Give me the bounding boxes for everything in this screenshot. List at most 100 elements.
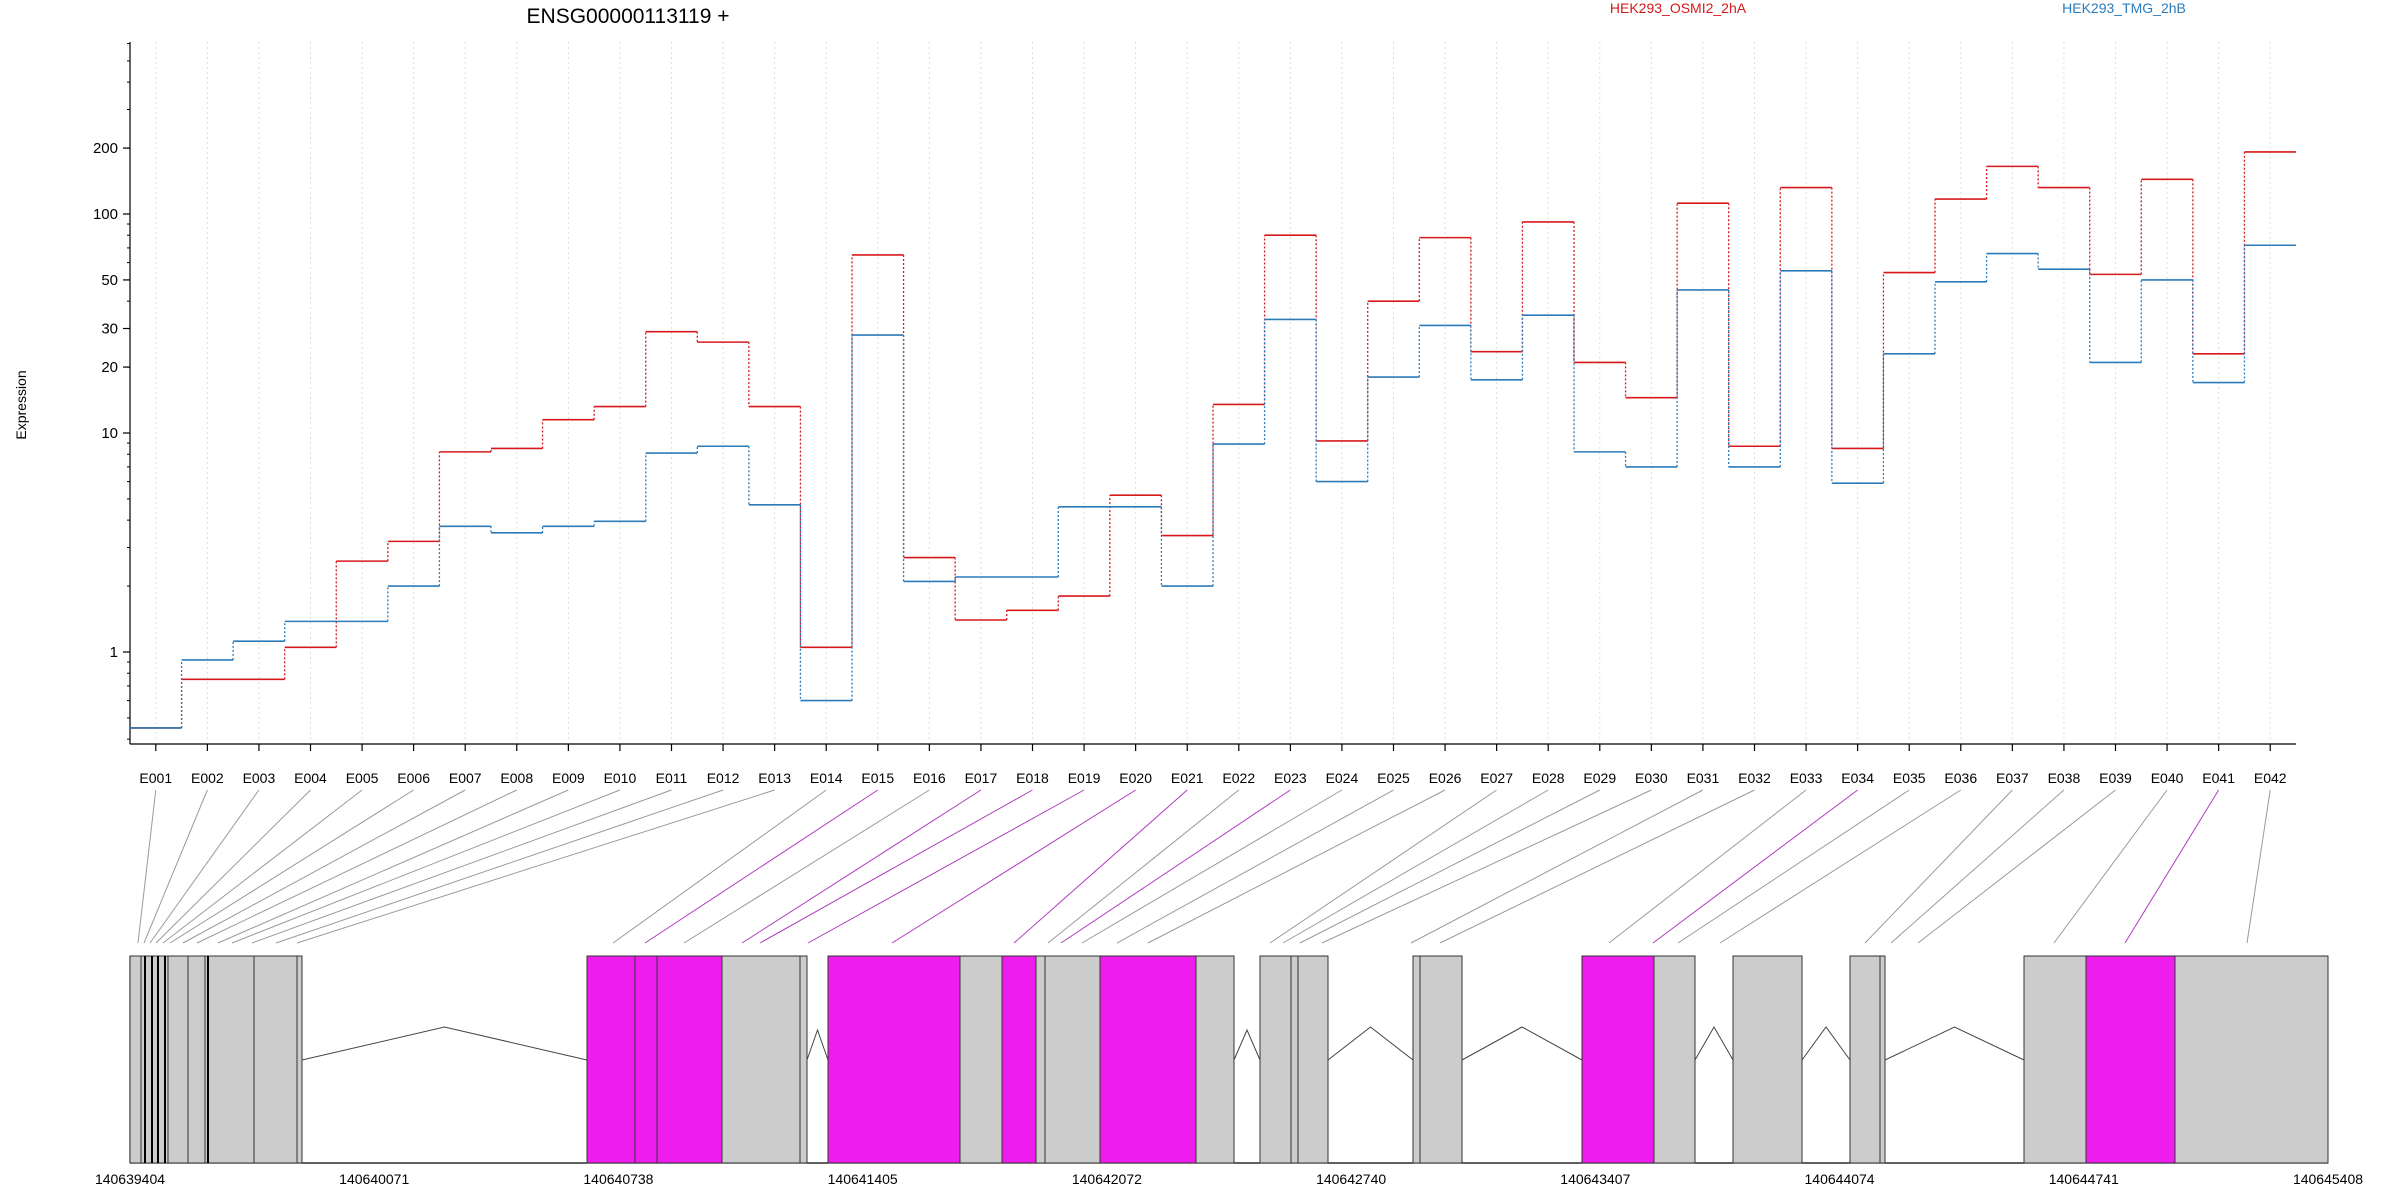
exon-connector	[612, 789, 827, 944]
y-tick-label: 1	[110, 644, 118, 661]
exon-connector	[182, 789, 466, 944]
x-tick-label: E015	[861, 770, 894, 786]
exon-block	[634, 955, 658, 1164]
genomic-coordinate-label: 140643407	[1560, 1171, 1630, 1187]
exon-block	[1732, 955, 1803, 1164]
y-tick-label: 50	[101, 272, 118, 289]
intron-line	[1327, 1026, 1414, 1061]
x-tick-label: E037	[1996, 770, 2029, 786]
exon-connector	[2053, 789, 2168, 944]
y-tick-label: 20	[101, 359, 118, 376]
exon-connector	[231, 789, 621, 944]
exon-connector	[644, 789, 879, 944]
exon-connector	[891, 789, 1136, 944]
exon-connector	[1081, 789, 1343, 944]
y-tick-label: 30	[101, 321, 118, 338]
exon-block	[799, 955, 808, 1164]
exon-block	[1099, 955, 1197, 1164]
exon-connector	[741, 789, 982, 944]
genomic-coordinate-label: 140642740	[1316, 1171, 1386, 1187]
genomic-coordinate-label: 140645408	[2293, 1171, 2363, 1187]
x-tick-label: E029	[1583, 770, 1616, 786]
exon-block	[2174, 955, 2329, 1164]
gene-model-track: 140639404 140640071 140640738 140641405 1406…	[95, 955, 2363, 1187]
exon-block	[204, 955, 255, 1164]
x-tick-label: E032	[1738, 770, 1771, 786]
exon-connector	[143, 789, 208, 944]
exon-connector	[1299, 789, 1601, 944]
x-tick-label: E022	[1222, 770, 1255, 786]
exon-connector	[1410, 789, 1704, 944]
x-tick-label: E031	[1687, 770, 1720, 786]
exon-block	[296, 955, 303, 1164]
exon-block	[586, 955, 636, 1164]
x-tick-label: E042	[2254, 770, 2287, 786]
exon-connector	[1282, 789, 1549, 944]
plot-axes: 1 10 20 30 50 100 200	[93, 42, 2296, 745]
x-tick-label: E024	[1326, 770, 1359, 786]
x-tick-label: E041	[2202, 770, 2235, 786]
x-tick-label: E004	[294, 770, 327, 786]
genomic-coordinate-label: 140640738	[583, 1171, 653, 1187]
x-tick-label: E026	[1429, 770, 1462, 786]
exon-connector	[683, 789, 930, 944]
intron-line	[806, 1028, 829, 1061]
legend-label-osmi2: HEK293_OSMI2_2hA	[1610, 0, 1747, 16]
x-tick-label: E009	[552, 770, 585, 786]
intron-line	[1884, 1026, 2025, 1061]
x-tick-label: E028	[1532, 770, 1565, 786]
x-tick-label: E035	[1893, 770, 1926, 786]
exon-block	[187, 955, 206, 1164]
exon-block	[656, 955, 723, 1164]
exon-block	[1849, 955, 1881, 1164]
exon-block	[2085, 955, 2176, 1164]
x-tick-label: E038	[2048, 770, 2081, 786]
exon-connector	[1321, 789, 1652, 944]
exon-connector	[1719, 789, 1962, 944]
series-HEK293_OSMI2_2hA	[130, 151, 2296, 729]
genomic-coordinate-label: 140640071	[339, 1171, 409, 1187]
x-tick-label: E017	[965, 770, 998, 786]
y-tick-label: 10	[101, 425, 118, 442]
genomic-coordinate-label: 140644741	[2049, 1171, 2119, 1187]
x-tick-label: E007	[449, 770, 482, 786]
x-tick-label: E019	[1068, 770, 1101, 786]
x-tick-label: E021	[1171, 770, 1204, 786]
x-tick-label: E039	[2099, 770, 2132, 786]
exon-connector	[807, 789, 1085, 944]
exon-block	[1419, 955, 1463, 1164]
x-tick-label: E013	[758, 770, 791, 786]
exon-connector	[162, 789, 363, 944]
exon-block	[721, 955, 801, 1164]
y-axis-label: Expression	[13, 370, 29, 439]
exon-block	[1879, 955, 1886, 1164]
exon-connector	[196, 789, 518, 944]
x-tick-label: E036	[1944, 770, 1977, 786]
genomic-coordinate-label: 140644074	[1805, 1171, 1875, 1187]
exon-connector	[1147, 789, 1446, 944]
intron-line	[1461, 1026, 1583, 1061]
exon-block	[1044, 955, 1101, 1164]
vertical-gridlines	[155, 42, 2271, 742]
intron-line	[1233, 1028, 1261, 1061]
exon-block	[959, 955, 1003, 1164]
exon-connector	[1269, 789, 1497, 944]
exon-connector	[2124, 789, 2220, 944]
exon-connector	[155, 789, 311, 944]
x-tick-label: E023	[1274, 770, 1307, 786]
x-tick-label: E014	[810, 770, 843, 786]
x-tick-label: E002	[191, 770, 224, 786]
x-tick-label: E018	[1016, 770, 1049, 786]
x-tick-label: E030	[1635, 770, 1668, 786]
x-tick-label: E012	[707, 770, 740, 786]
x-tick-label: E025	[1377, 770, 1410, 786]
series-HEK293_TMG_2hB	[130, 244, 2296, 729]
exon-connector	[1060, 789, 1291, 944]
x-tick-label: E005	[346, 770, 379, 786]
chart-title: ENSG00000113119 +	[527, 5, 730, 28]
exon-connector	[1116, 789, 1394, 944]
exon-connector	[251, 789, 672, 944]
exon-connector	[1439, 789, 1755, 944]
exon-block	[167, 955, 189, 1164]
